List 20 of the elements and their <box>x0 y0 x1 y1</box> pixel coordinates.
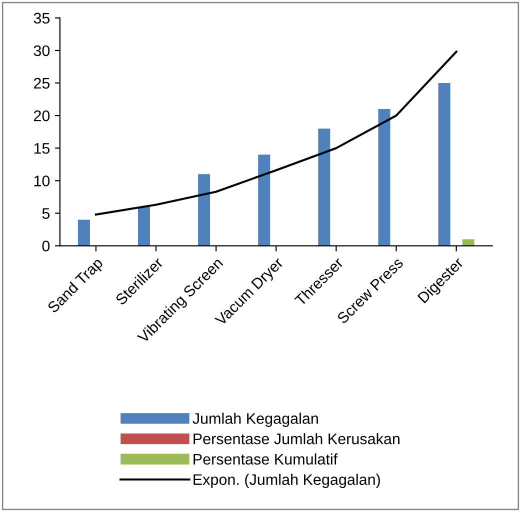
y-tick-label: 20 <box>34 110 50 122</box>
y-tick-label: 10 <box>34 176 50 186</box>
y-tick-label: 0 <box>42 240 50 252</box>
legend-label: Persentase Kumulatif <box>194 453 338 465</box>
bar <box>378 109 390 246</box>
y-tick-label: 30 <box>34 45 50 56</box>
bar <box>198 174 210 246</box>
legend-label: Persentase Jumlah Kerusakan <box>194 433 400 444</box>
bar <box>258 154 270 246</box>
bar <box>438 83 450 246</box>
legend-label: Jumlah Kegagalan <box>192 412 318 427</box>
y-tick-label: 35 <box>34 12 50 24</box>
legend-label: Expon. (Jumlah Kegagalan) <box>194 474 380 488</box>
y-tick-label: 5 <box>42 208 50 219</box>
bar <box>318 128 330 246</box>
bar <box>78 220 90 246</box>
y-tick-label: 25 <box>34 78 50 89</box>
y-tick-label: 15 <box>34 143 50 154</box>
line-series <box>94 50 458 216</box>
bar <box>138 206 150 246</box>
